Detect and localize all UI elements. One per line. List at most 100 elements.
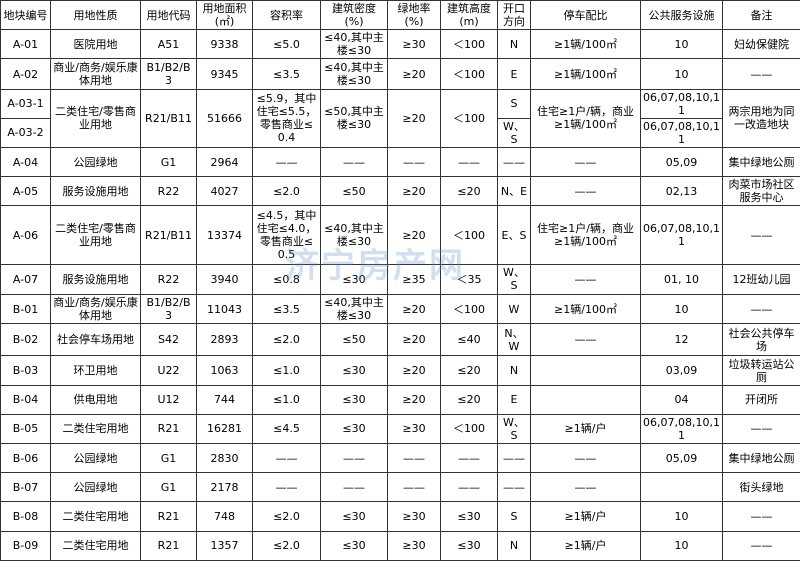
table-cell: R21	[140, 530, 197, 562]
table-cell	[530, 384, 641, 415]
table-cell: ≤2.0	[252, 176, 321, 207]
table-cell: ≤30	[440, 501, 498, 532]
table-cell: B-01	[0, 294, 51, 325]
table-cell: ＜100	[440, 88, 498, 149]
table-cell: U12	[140, 384, 197, 415]
table-cell: ≤50,其中主楼≤30	[320, 88, 388, 149]
table-cell: 06,07,08,10,11	[640, 205, 723, 265]
table-cell: 公园绿地	[50, 147, 141, 178]
table-cell: E	[497, 58, 531, 90]
table-cell: ≤2.0	[252, 323, 321, 357]
table-cell: 04	[640, 384, 723, 415]
table-cell: ——	[320, 472, 388, 503]
table-cell: ≤4.5	[252, 413, 321, 445]
table-cell: ≤0.8	[252, 263, 321, 296]
table-cell: N	[497, 530, 531, 562]
table-row: B-04 供电用地 U12 744 ≤1.0 ≤30 ≥20 ≤20 E 04 开闭所	[0, 384, 800, 415]
table-cell: A-07	[0, 263, 51, 296]
table-cell: ＜100	[440, 58, 498, 90]
table-cell: 服务设施用地	[50, 176, 141, 207]
table-cell: 二类住宅用地	[50, 501, 141, 532]
table-cell: ＜100	[440, 205, 498, 265]
table-row: A-05 服务设施用地 R22 4027 ≤2.0 ≤50 ≥20 ≤20 N、E —— 02,13…	[0, 176, 800, 207]
table-cell: E、S	[497, 205, 531, 265]
table-cell: B-09	[0, 530, 51, 562]
header-cell: 建筑密度(%)	[320, 0, 388, 31]
table-cell: ≤30	[320, 530, 388, 562]
table-cell: ≥20	[387, 355, 441, 386]
table-cell: 住宅≥1户/辆，商业≥1辆/100㎡	[530, 88, 641, 149]
table-cell: ≤30	[320, 355, 388, 386]
table-row: B-08 二类住宅用地 R21 748 ≤2.0 ≤30 ≥30 ≤30 S ≥1辆/户 10 ——	[0, 501, 800, 532]
table-cell: ≥20	[387, 323, 441, 357]
table-cell	[640, 472, 723, 503]
table-cell: ≤30	[320, 263, 388, 296]
header-row: 地块编号 用地性质 用地代码 用地面积(㎡) 容积率 建筑密度(%) 绿地率(%) 建筑高度(…	[0, 0, 800, 31]
table-cell: A-03-2	[0, 117, 51, 149]
table-cell: ≥20	[387, 205, 441, 265]
table-cell: R22	[140, 263, 197, 296]
table-cell: 肉菜市场社区服务中心	[722, 176, 800, 207]
table-cell: ——	[722, 530, 800, 562]
table-row: B-06 公园绿地 G1 2830 —— —— —— —— —— —— 05,09 集中绿地公厕	[0, 443, 800, 474]
table-cell: ——	[440, 472, 498, 503]
table-cell: B1/B2/B3	[140, 294, 197, 325]
table-cell: 集中绿地公厕	[722, 147, 800, 178]
table-cell: W、S	[497, 413, 531, 445]
table-cell: 医院用地	[50, 29, 141, 60]
table-cell: N、E	[497, 176, 531, 207]
table-cell: 二类住宅用地	[50, 413, 141, 445]
table-cell: ≤5.9，其中住宅≤5.5，零售商业≤0.4	[252, 88, 321, 149]
table-row: B-05 二类住宅用地 R21 16281 ≤4.5 ≤30 ≥30 ＜100 W、S ≥1辆/户…	[0, 413, 800, 445]
table-cell: 06,07,08,10,11	[640, 88, 723, 119]
table-cell: 住宅≥1户/辆，商业≥1辆/100㎡	[530, 205, 641, 265]
table-cell: ——	[497, 147, 531, 178]
table-cell: 10	[640, 294, 723, 325]
table-cell: 10	[640, 58, 723, 90]
table-cell: 二类住宅/零售商业用地	[50, 88, 141, 149]
table-cell: 社会停车场用地	[50, 323, 141, 357]
table-cell: ——	[722, 294, 800, 325]
table-row: A-01 医院用地 A51 9338 ≤5.0 ≤40,其中主楼≤30 ≥30 ＜100 N ≥1…	[0, 29, 800, 60]
table-cell: ——	[722, 501, 800, 532]
table-cell: R21	[140, 413, 197, 445]
table-cell: 两宗用地为同一改造地块	[722, 88, 800, 149]
header-cell: 备注	[722, 0, 800, 31]
table-cell: A-04	[0, 147, 51, 178]
table-cell: ——	[530, 263, 641, 296]
table-cell: ≤3.5	[252, 58, 321, 90]
table-cell: ≤40,其中主楼≤30	[320, 58, 388, 90]
table-cell: ——	[497, 443, 531, 474]
table-cell: 16281	[196, 413, 253, 445]
table-cell: ——	[440, 147, 498, 178]
table-cell: ≥20	[387, 294, 441, 325]
table-cell: ——	[440, 443, 498, 474]
header-cell: 地块编号	[0, 0, 51, 31]
table-cell: ——	[530, 323, 641, 357]
table-cell: G1	[140, 147, 197, 178]
table-cell: ——	[530, 176, 641, 207]
table-cell: ≥1辆/户	[530, 530, 641, 562]
table-cell: A-01	[0, 29, 51, 60]
table-cell: B1/B2/B3	[140, 58, 197, 90]
table-cell: A-05	[0, 176, 51, 207]
table-cell: 51666	[196, 88, 253, 149]
table-cell: B-06	[0, 443, 51, 474]
table-cell: ≤2.0	[252, 501, 321, 532]
table-cell: W、S	[497, 117, 531, 149]
table-cell: ≥1辆/100㎡	[530, 294, 641, 325]
table-cell: 13374	[196, 205, 253, 265]
table-cell: ≤40,其中主楼≤30	[320, 294, 388, 325]
table-row: A-03-2 W、S 06,07,08,10,11	[0, 117, 800, 149]
header-cell: 用地面积(㎡)	[196, 0, 253, 31]
table-cell: 03,09	[640, 355, 723, 386]
header-cell: 用地代码	[140, 0, 197, 31]
table-cell: 妇幼保健院	[722, 29, 800, 60]
table-cell: ≤40,其中主楼≤30	[320, 205, 388, 265]
table-cell: N	[497, 29, 531, 60]
table-cell: 744	[196, 384, 253, 415]
table-cell: ＜100	[440, 294, 498, 325]
header-cell: 用地性质	[50, 0, 141, 31]
